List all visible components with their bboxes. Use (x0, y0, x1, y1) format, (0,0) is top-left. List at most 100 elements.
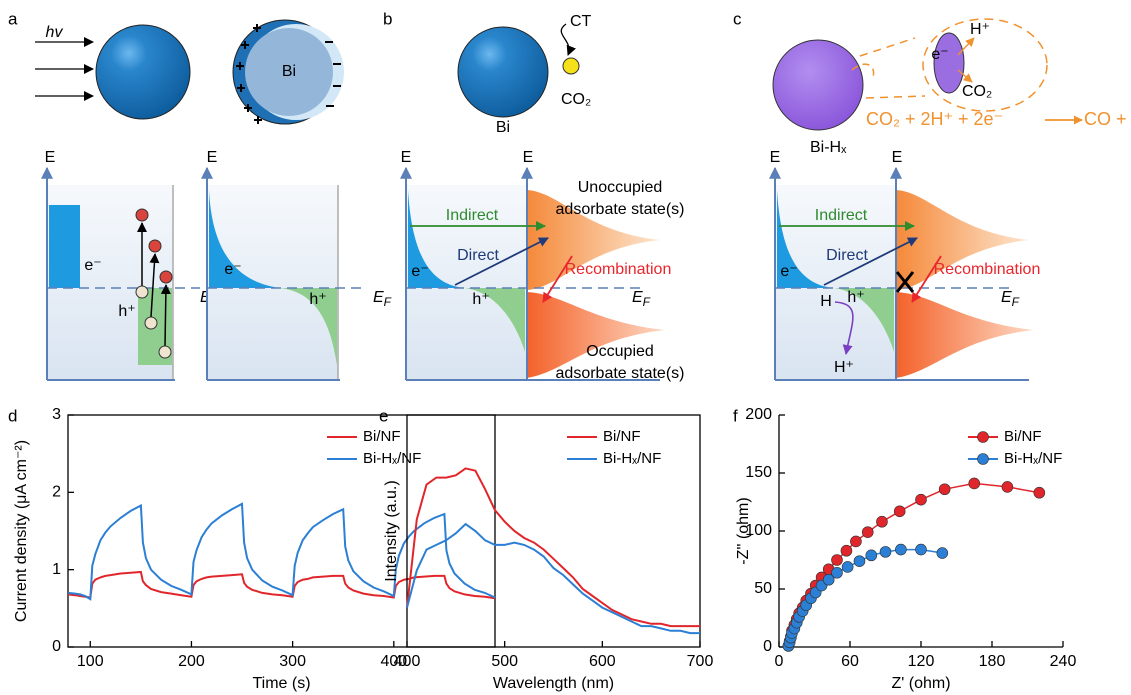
panel-label: f (733, 406, 738, 425)
data-line (67, 570, 496, 600)
x-tick-label: 100 (77, 653, 104, 670)
indirect-label: Indirect (446, 207, 499, 224)
data-point (865, 549, 878, 562)
data-point (895, 543, 907, 556)
x-tick-label: 0 (775, 653, 784, 670)
legend-label: Bi-Hₓ/NF (363, 450, 421, 467)
fermi-level: EF (1001, 289, 1020, 309)
plot-frame (406, 414, 701, 648)
hole-label: h⁺ (847, 289, 864, 306)
fermi-level: EF (632, 289, 651, 309)
y-tick-label: 0 (52, 638, 61, 655)
x-axis-label: Z' (ohm) (891, 675, 950, 692)
y-tick-label: 100 (745, 522, 772, 539)
plot-frame (67, 414, 496, 648)
legend-label: Bi/NF (1004, 428, 1042, 445)
panel-label: e (379, 406, 388, 425)
data-line (406, 467, 700, 628)
y-tick-label: 200 (745, 406, 772, 423)
data-point (850, 535, 862, 548)
x-axis-label: Wavelength (nm) (493, 675, 614, 692)
panel-b: b CT CO₂ Bi E E Indirect Direct Recombin… (383, 9, 684, 382)
fermi-symbol: E (1001, 289, 1012, 306)
panel-label: a (8, 9, 18, 28)
fermi-symbol: E (632, 289, 643, 306)
sphere-label: Bi (282, 63, 296, 80)
energy-axis: E (45, 149, 56, 166)
x-tick-label: 600 (589, 653, 616, 670)
fermi-symbol: E (200, 289, 211, 306)
fermi-level: EF (373, 289, 392, 309)
charge-transfer: CT (570, 13, 592, 30)
fermi-symbol: E (373, 289, 384, 306)
data-point (861, 526, 874, 538)
data-point (876, 515, 888, 528)
x-tick-label: 60 (841, 653, 859, 670)
electron-label: e⁻ (224, 261, 241, 278)
x-tick-label: 400 (380, 653, 407, 670)
reaction-left: CO₂ + 2H⁺ + 2e⁻ (866, 109, 1003, 129)
energy-axis: E (523, 149, 534, 166)
data-point (841, 561, 854, 573)
x-tick-label: 500 (491, 653, 518, 670)
y-axis-label: Intensity (a.u.) (383, 480, 400, 581)
x-tick-label: 240 (1050, 653, 1077, 670)
x-tick-label: 700 (687, 653, 714, 670)
legend-label: Bi/NF (603, 428, 641, 445)
y-tick-label: 150 (745, 464, 772, 481)
energy-axis: E (401, 149, 412, 166)
legend-marker (977, 453, 989, 465)
y-tick-label: 3 (52, 406, 61, 423)
y-tick-label: 1 (52, 561, 61, 578)
y-axis-label: -Z'' (ohm) (735, 497, 752, 564)
state-label: Unoccupied (578, 179, 663, 196)
hole-label: h⁺ (309, 291, 326, 308)
y-tick-label: 0 (763, 638, 772, 655)
sphere-label: Bi (496, 119, 510, 136)
x-axis-label: Time (s) (252, 675, 310, 692)
energy-axis: E (207, 149, 218, 166)
fermi-sub: F (643, 295, 651, 309)
panel-label: d (8, 406, 17, 425)
electron-label: e⁻ (931, 46, 948, 63)
panel-label: b (383, 9, 392, 28)
data-point (893, 505, 906, 518)
x-tick-label: 120 (908, 653, 935, 670)
y-tick-label: 2 (52, 484, 61, 501)
x-tick-label: 200 (178, 653, 205, 670)
data-point (938, 483, 951, 496)
state-label: adsorbate state(s) (556, 365, 685, 382)
adsorbate-label: CO₂ (962, 83, 992, 100)
data-point (915, 493, 927, 506)
data-point (936, 547, 949, 559)
panel-a: a hv Bi E e⁻ h⁺ EF E e⁻ h⁺ EF (8, 9, 392, 381)
hole-label: h⁺ (472, 291, 489, 308)
x-tick-label: 400 (394, 653, 421, 670)
data-point (822, 573, 835, 586)
indirect-label: Indirect (815, 207, 868, 224)
y-axis-label: Current density (μA cm⁻²) (13, 440, 30, 622)
legend-label: Bi-Hₓ/NF (1004, 450, 1062, 467)
data-point (915, 543, 927, 556)
data-point (831, 566, 843, 579)
adsorbate-label: CO₂ (561, 91, 591, 108)
legend-label: Bi-Hₓ/NF (603, 450, 661, 467)
x-tick-label: 180 (979, 653, 1006, 670)
proton-label: H⁺ (970, 21, 990, 38)
electron-label: e⁻ (84, 257, 101, 274)
recombination-label: Recombination (565, 261, 672, 278)
y-tick-label: 50 (754, 580, 772, 597)
data-point (840, 544, 853, 557)
data-point (1001, 481, 1014, 493)
data-point (879, 546, 892, 558)
direct-label: Direct (457, 247, 499, 264)
data-point (831, 554, 843, 566)
energy-axis: E (770, 149, 781, 166)
reaction-right: CO + H₂O (1084, 109, 1131, 129)
data-point (1033, 486, 1046, 499)
legend-label: Bi/NF (363, 428, 401, 445)
fermi-sub: F (1012, 295, 1020, 309)
hydrogen-label: H (820, 293, 832, 310)
fermi-sub: F (384, 295, 392, 309)
